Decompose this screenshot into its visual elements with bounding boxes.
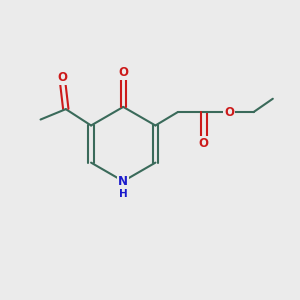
Text: O: O (224, 106, 234, 118)
Text: O: O (199, 137, 209, 150)
Text: O: O (118, 66, 128, 79)
Text: N: N (118, 175, 128, 188)
Text: H: H (119, 189, 128, 199)
Text: O: O (58, 71, 68, 84)
